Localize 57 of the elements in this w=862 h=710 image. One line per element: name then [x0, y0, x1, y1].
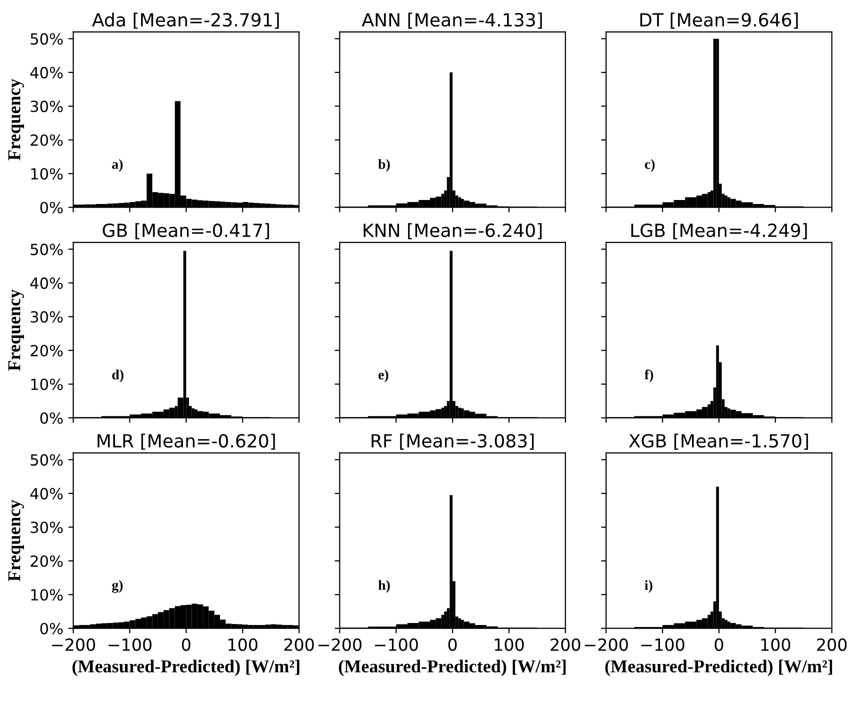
- x-tick-label: 100: [228, 638, 258, 651]
- chart-title: MLR [Mean=-0.620]: [98, 434, 275, 450]
- chart-title: KNN [Mean=-6.240]: [364, 223, 542, 240]
- x-axis-title: (Measured-Predicted) [W/m²]: [338, 660, 566, 676]
- x-tick-label: 200: [817, 638, 847, 651]
- y-tick-label: 50%: [30, 33, 63, 45]
- y-axis-title: Frequency: [8, 78, 24, 160]
- x-tick-label: 100: [494, 638, 524, 651]
- x-axis-title: (Measured-Predicted) [W/m²]: [72, 660, 300, 676]
- x-tick-label: 0: [448, 638, 457, 651]
- x-tick-label: 200: [550, 638, 580, 651]
- annotation: h): [378, 580, 390, 593]
- annotation: g): [112, 580, 123, 593]
- x-tick-label: 0: [714, 638, 724, 651]
- y-tick-label: 50%: [30, 454, 63, 466]
- x-tick-label: −100: [108, 638, 152, 651]
- y-axis-title: Frequency: [8, 289, 24, 371]
- chart-title: LGB [Mean=-4.249]: [631, 223, 807, 240]
- x-tick-label: −200: [584, 638, 628, 651]
- x-tick-label: −200: [52, 638, 96, 651]
- y-tick-label: 20%: [30, 344, 63, 356]
- chart-title: XGB [Mean=-1.570]: [628, 434, 808, 450]
- annotation: e): [378, 370, 388, 382]
- x-tick-label: −100: [641, 638, 684, 651]
- y-tick-label: 0%: [40, 622, 63, 634]
- annotation: d): [112, 370, 124, 382]
- x-tick-label: −100: [374, 638, 418, 651]
- annotation: b): [378, 159, 390, 172]
- chart-title: ANN [Mean=-4.133]: [362, 12, 542, 29]
- annotation: a): [112, 159, 123, 172]
- y-tick-label: 50%: [30, 244, 63, 256]
- x-tick-label: 0: [182, 638, 190, 651]
- x-tick-label: 200: [284, 638, 314, 651]
- x-tick-label: −200: [318, 638, 362, 651]
- y-tick-label: 30%: [30, 522, 63, 534]
- y-tick-label: 30%: [30, 311, 63, 323]
- x-tick-label: 100: [761, 638, 790, 651]
- y-axis-title: Frequency: [8, 500, 24, 582]
- chart-title: GB [Mean=-0.417]: [102, 223, 269, 240]
- y-tick-label: 10%: [31, 589, 63, 601]
- y-tick-label: 20%: [30, 134, 63, 146]
- y-tick-label: 10%: [31, 378, 63, 390]
- y-tick-label: 0%: [40, 412, 63, 424]
- chart-title: DT [Mean=9.646]: [640, 12, 798, 29]
- x-axis-title: (Measured-Predicted) [W/m²]: [605, 660, 832, 676]
- y-tick-label: 40%: [30, 277, 63, 289]
- y-tick-label: 10%: [31, 168, 63, 180]
- annotation: f): [644, 369, 654, 382]
- y-tick-label: 0%: [40, 202, 63, 214]
- annotation: i): [644, 580, 652, 593]
- y-tick-label: 40%: [30, 488, 63, 500]
- annotation: c): [644, 159, 655, 172]
- y-tick-label: 30%: [30, 100, 63, 112]
- y-tick-label: 40%: [30, 66, 63, 78]
- chart-title: Ada [Mean=-23.791]: [92, 12, 279, 29]
- chart-title: RF [Mean=-3.083]: [372, 434, 534, 450]
- y-tick-label: 20%: [30, 555, 63, 567]
